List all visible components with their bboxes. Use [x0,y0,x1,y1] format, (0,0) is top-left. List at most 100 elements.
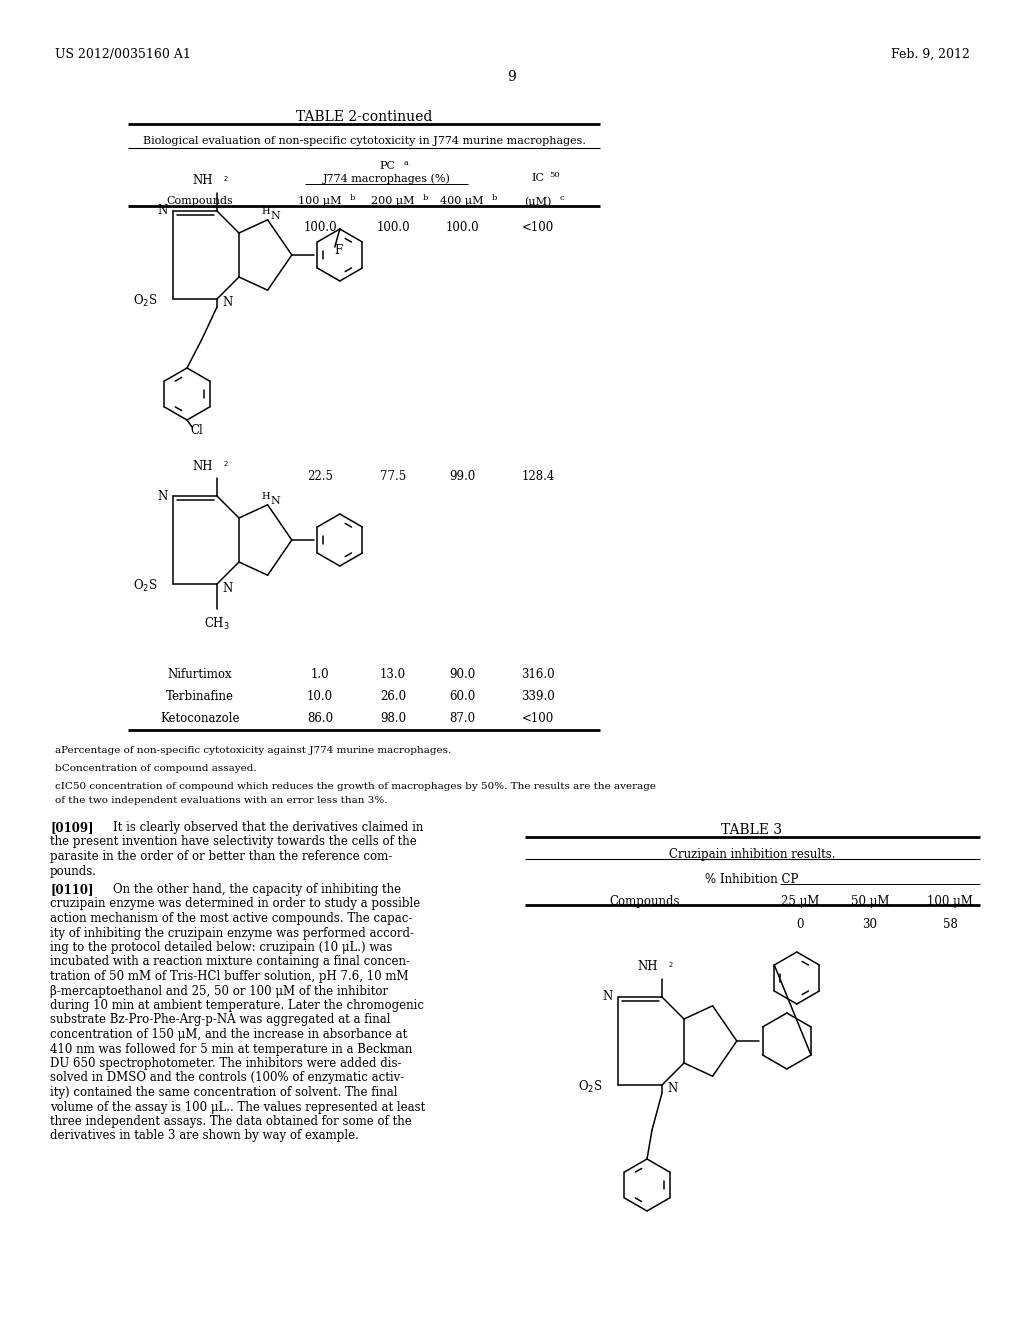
Text: NH: NH [638,961,658,974]
Text: volume of the assay is 100 μL.. The values represented at least: volume of the assay is 100 μL.. The valu… [50,1101,425,1114]
Text: O$_2$S: O$_2$S [133,293,158,309]
Text: concentration of 150 μM, and the increase in absorbance at: concentration of 150 μM, and the increas… [50,1028,408,1041]
Text: a: a [404,158,409,168]
Text: O$_2$S: O$_2$S [133,578,158,594]
Text: N: N [158,490,168,503]
Text: N: N [270,496,281,506]
Text: N: N [158,205,168,218]
Text: Terbinafine: Terbinafine [166,690,234,704]
Text: <100: <100 [522,220,554,234]
Text: ity of inhibiting the cruzipain enzyme was performed accord-: ity of inhibiting the cruzipain enzyme w… [50,927,414,940]
Text: Cl: Cl [190,424,204,437]
Text: ity) contained the same concentration of solvent. The final: ity) contained the same concentration of… [50,1086,397,1100]
Text: O$_2$S: O$_2$S [578,1078,602,1096]
Text: (μM): (μM) [524,195,552,206]
Text: b: b [423,194,428,202]
Text: DU 650 spectrophotometer. The inhibitors were added dis-: DU 650 spectrophotometer. The inhibitors… [50,1057,401,1071]
Text: H: H [261,207,270,216]
Text: 98.0: 98.0 [380,711,407,725]
Text: bConcentration of compound assayed.: bConcentration of compound assayed. [55,764,257,774]
Text: Biological evaluation of non-specific cytotoxicity in J774 murine macrophages.: Biological evaluation of non-specific cy… [142,136,586,147]
Text: b: b [350,194,355,202]
Text: N: N [270,211,281,220]
Text: It is clearly observed that the derivatives claimed in: It is clearly observed that the derivati… [98,821,423,834]
Text: cruzipain enzyme was determined in order to study a possible: cruzipain enzyme was determined in order… [50,898,420,911]
Text: 410 nm was followed for 5 min at temperature in a Beckman: 410 nm was followed for 5 min at tempera… [50,1043,413,1056]
Text: NH: NH [193,174,213,187]
Text: c: c [560,194,564,202]
Text: N: N [667,1082,677,1096]
Text: TABLE 2-continued: TABLE 2-continued [296,110,432,124]
Text: 87.0: 87.0 [449,711,475,725]
Text: 100 μM: 100 μM [927,895,973,908]
Text: 58: 58 [942,917,957,931]
Text: 22.5: 22.5 [307,470,333,483]
Text: of the two independent evaluations with an error less than 3%.: of the two independent evaluations with … [55,796,387,805]
Text: % Inhibition CP: % Inhibition CP [706,873,799,886]
Text: ing to the protocol detailed below: cruzipain (10 μL.) was: ing to the protocol detailed below: cruz… [50,941,392,954]
Text: Nifurtimox: Nifurtimox [168,668,232,681]
Text: 77.5: 77.5 [380,470,407,483]
Text: pounds.: pounds. [50,865,97,878]
Text: 50: 50 [549,172,560,180]
Text: three independent assays. The data obtained for some of the: three independent assays. The data obtai… [50,1115,412,1129]
Text: Ketoconazole: Ketoconazole [160,711,240,725]
Text: β-mercaptoethanol and 25, 50 or 100 μM of the inhibitor: β-mercaptoethanol and 25, 50 or 100 μM o… [50,985,388,998]
Text: action mechanism of the most active compounds. The capac-: action mechanism of the most active comp… [50,912,413,925]
Text: 99.0: 99.0 [449,470,475,483]
Text: $_2$: $_2$ [223,174,228,183]
Text: Feb. 9, 2012: Feb. 9, 2012 [891,48,970,61]
Text: 30: 30 [862,917,878,931]
Text: IC: IC [531,173,545,183]
Text: $_2$: $_2$ [668,960,674,970]
Text: Cruzipain inhibition results.: Cruzipain inhibition results. [669,847,836,861]
Text: 200 μM: 200 μM [372,195,415,206]
Text: PC: PC [379,161,395,172]
Text: 86.0: 86.0 [307,711,333,725]
Text: 90.0: 90.0 [449,668,475,681]
Text: [0109]: [0109] [50,821,93,834]
Text: CH$_3$: CH$_3$ [204,616,230,632]
Text: 100.0: 100.0 [376,220,410,234]
Text: F: F [335,244,343,257]
Text: 339.0: 339.0 [521,690,555,704]
Text: 25 μM: 25 μM [781,895,819,908]
Text: cIC50 concentration of compound which reduces the growth of macrophages by 50%. : cIC50 concentration of compound which re… [55,781,656,791]
Text: H: H [261,492,270,502]
Text: solved in DMSO and the controls (100% of enzymatic activ-: solved in DMSO and the controls (100% of… [50,1072,404,1085]
Text: 26.0: 26.0 [380,690,407,704]
Text: 400 μM: 400 μM [440,195,483,206]
Text: during 10 min at ambient temperature. Later the chromogenic: during 10 min at ambient temperature. La… [50,999,424,1012]
Text: On the other hand, the capacity of inhibiting the: On the other hand, the capacity of inhib… [98,883,401,896]
Text: 60.0: 60.0 [449,690,475,704]
Text: tration of 50 mM of Tris-HCl buffer solution, pH 7.6, 10 mM: tration of 50 mM of Tris-HCl buffer solu… [50,970,409,983]
Text: b: b [492,194,498,202]
Text: $_2$: $_2$ [223,459,228,469]
Text: NH: NH [193,459,213,473]
Text: aPercentage of non-specific cytotoxicity against J774 murine macrophages.: aPercentage of non-specific cytotoxicity… [55,746,452,755]
Text: N: N [603,990,613,1003]
Text: the present invention have selectivity towards the cells of the: the present invention have selectivity t… [50,836,417,849]
Text: 0: 0 [797,917,804,931]
Text: 100 μM: 100 μM [298,195,342,206]
Text: 10.0: 10.0 [307,690,333,704]
Text: N: N [222,297,232,309]
Text: 100.0: 100.0 [445,220,479,234]
Text: Compounds: Compounds [167,195,233,206]
Text: US 2012/0035160 A1: US 2012/0035160 A1 [55,48,190,61]
Text: Compounds: Compounds [609,895,680,908]
Text: 9: 9 [508,70,516,84]
Text: J774 macrophages (%): J774 macrophages (%) [323,173,451,183]
Text: 100.0: 100.0 [303,220,337,234]
Text: N: N [222,582,232,594]
Text: 1.0: 1.0 [310,668,330,681]
Text: 13.0: 13.0 [380,668,407,681]
Text: [0110]: [0110] [50,883,93,896]
Text: parasite in the order of or better than the reference com-: parasite in the order of or better than … [50,850,392,863]
Text: 316.0: 316.0 [521,668,555,681]
Text: 128.4: 128.4 [521,470,555,483]
Text: substrate Bz-Pro-Phe-Arg-p-NA was aggregated at a final: substrate Bz-Pro-Phe-Arg-p-NA was aggreg… [50,1014,390,1027]
Text: 50 μM: 50 μM [851,895,889,908]
Text: derivatives in table 3 are shown by way of example.: derivatives in table 3 are shown by way … [50,1130,358,1143]
Text: incubated with a reaction mixture containing a final concen-: incubated with a reaction mixture contai… [50,956,410,969]
